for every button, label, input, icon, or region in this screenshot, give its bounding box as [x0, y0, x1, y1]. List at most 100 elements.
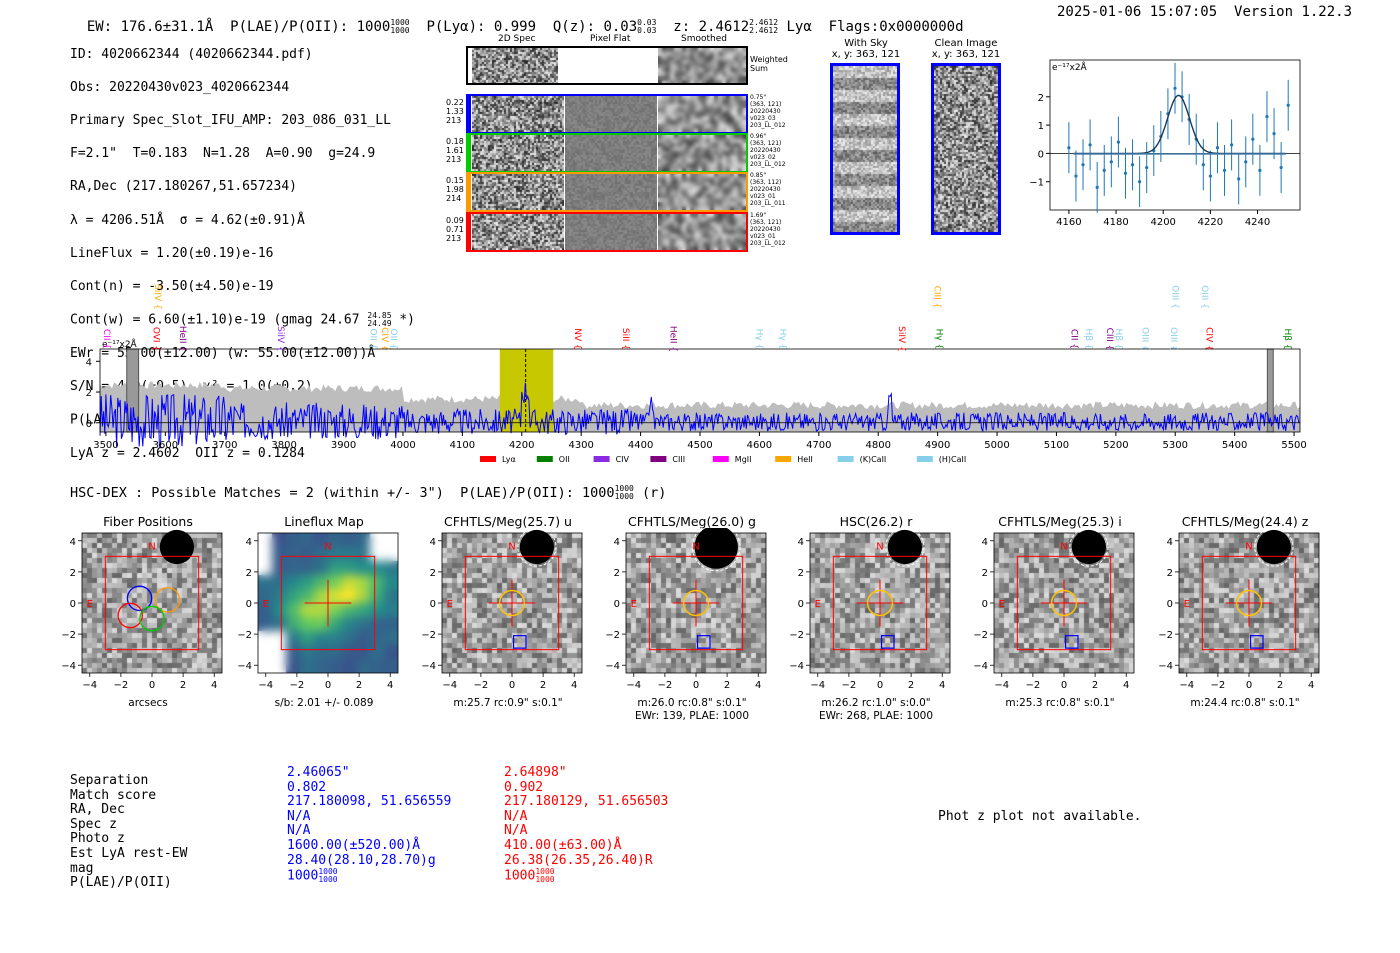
legend-label: CIII	[672, 455, 685, 464]
star-mask-circle	[1254, 528, 1294, 567]
legend-label: CIV	[616, 455, 630, 464]
data-point	[1251, 137, 1255, 141]
y-tick-label: −1	[1030, 178, 1044, 189]
y-tick-label: −4	[421, 661, 436, 672]
fiber-circle	[117, 602, 144, 629]
x-tick-label: −4	[1179, 680, 1194, 691]
x-tick-label: 4180	[1103, 217, 1128, 228]
header-line-name: Lyα	[786, 19, 812, 35]
cutout-row-left-label: 0.09 0.71 213	[446, 216, 464, 243]
y-tick-label: 0	[614, 599, 620, 610]
weighted-smooth-noise	[658, 48, 746, 83]
emission-line-label: SiIV {	[275, 326, 285, 352]
data-point	[1258, 168, 1262, 172]
cutout-row-left-label: 0.18 1.61 213	[446, 137, 464, 164]
x-tick-label: 4220	[1198, 217, 1223, 228]
table-label: Est LyA rest-EW	[70, 845, 188, 861]
table-label: Spec z	[70, 816, 117, 832]
y-tick-label: −4	[61, 661, 76, 672]
legend-swatch	[650, 456, 667, 462]
emission-line-label: NV {	[572, 328, 582, 349]
emission-line-label: Hβ {	[1083, 328, 1093, 349]
emission-line-label: CII {	[101, 329, 111, 349]
col-2d-spec: 2D Spec	[498, 34, 536, 44]
data-point	[1081, 163, 1085, 167]
table-cell: N/A	[287, 808, 311, 824]
emission-line-label: CIV {	[1204, 327, 1214, 351]
emission-line-label: Hγ {	[753, 329, 763, 350]
panel-image-6: N E −4 −4 −2 −2 0 0 2 2 4 4	[973, 528, 1135, 691]
data-point	[1230, 143, 1234, 147]
star-mask-circle	[885, 528, 925, 567]
y-tick-label: 0	[1167, 599, 1173, 610]
x-tick-label: 3600	[153, 440, 178, 451]
panel-image-4: N E −4 −4 −2 −2 0 0 2 2 4 4	[605, 528, 767, 691]
data-point	[1237, 177, 1241, 181]
y-tick-label: 2	[1167, 568, 1173, 579]
emission-line-label: OIII {	[1168, 327, 1178, 351]
legend-label: (H)CaII	[939, 455, 966, 464]
bright-star	[159, 529, 194, 565]
cutout-row-1-panel-2	[565, 96, 657, 132]
x-tick-label: −2	[474, 680, 489, 691]
clean-title: Clean Image	[934, 38, 998, 49]
y-tick-label: −4	[789, 661, 804, 672]
panel-title: CFHTLS/Meg(26.0) g	[628, 514, 756, 529]
x-tick-label: −2	[842, 680, 857, 691]
data-point	[1102, 168, 1106, 172]
x-tick-label: −4	[82, 680, 97, 691]
table-cell: 0.902	[504, 779, 544, 795]
legend-label: OII	[559, 455, 570, 464]
data-point	[1116, 140, 1120, 144]
x-tick-label: 0	[877, 680, 883, 691]
table-label: P(LAE)/P(OII)	[70, 875, 172, 891]
header-line: EW: 176.6±31.1Å P(LAE)/P(OII): 10001000 1…	[70, 3, 964, 36]
panel-caption: m:26.0 rc:0.8" s:0.1"	[637, 697, 747, 709]
counterpart-box	[880, 635, 895, 649]
x-tick-label: 0	[325, 680, 331, 691]
y-axis-label: e⁻¹⁷x2Å	[102, 338, 138, 350]
east-label: E	[1184, 599, 1190, 610]
cutout-row-3	[466, 172, 748, 212]
info-id: ID: 4020662344 (4020662344.pdf)	[70, 46, 313, 62]
data-point	[1244, 160, 1248, 164]
data-point	[1279, 165, 1283, 170]
clean-image	[931, 63, 1001, 235]
legend-swatch	[916, 456, 933, 462]
y-tick-label: 2	[70, 568, 76, 579]
emission-line-label: SiII {	[620, 328, 630, 350]
x-tick-label: 4240	[1245, 217, 1270, 228]
with-sky-noise	[833, 66, 897, 232]
panel-title: HSC(26.2) r	[839, 514, 913, 529]
east-label: E	[999, 599, 1005, 610]
x-tick-label: 4700	[806, 440, 831, 451]
y-tick-label: 0	[798, 599, 804, 610]
x-tick-label: 4	[1308, 680, 1314, 691]
x-tick-label: 4900	[925, 440, 950, 451]
table-label: RA, Dec	[70, 802, 125, 818]
zoom-line-fit-chart: e⁻¹⁷x2Å 4160 4180 4200 4220 4240 −1 0 1 2	[1030, 59, 1301, 228]
bright-star	[694, 528, 738, 569]
data-point	[1173, 86, 1177, 90]
aperture-box	[280, 555, 376, 651]
x-tick-label: 4400	[628, 440, 653, 451]
info-radec: RA,Dec (217.180267,51.657234)	[70, 179, 297, 195]
emission-line-label: Hγ {	[777, 329, 787, 350]
table-cell: N/A	[287, 823, 311, 839]
x-tick-label: 4200	[1150, 217, 1175, 228]
cutout-row-1	[466, 94, 748, 134]
x-tick-label: 4	[939, 680, 945, 691]
legend-swatch	[536, 456, 553, 462]
y-axis-label: e⁻¹⁷x2Å	[1052, 61, 1088, 73]
x-tick-label: 0	[693, 680, 699, 691]
x-tick-label: 5000	[984, 440, 1009, 451]
col-smoothed: Smoothed	[681, 34, 727, 44]
east-label: E	[815, 599, 821, 610]
info-contn: Cont(n) = -3.50(±4.50)e-19	[70, 278, 274, 294]
north-label: N	[876, 541, 883, 552]
panel-caption: m:24.4 rc:0.8" s:0.1"	[1190, 697, 1300, 709]
full-spectrum-chart: e⁻¹⁷x2Å 3500 3600 3700 3800 3900 4000 4100 4200 4…	[86, 284, 1307, 464]
table-cell: 410.00(±63.00)Å	[504, 837, 622, 853]
detection-circle	[1235, 589, 1263, 617]
cutout-row-right-label: 0.85" (363, 112) 20220430 v023_01 203_LL…	[750, 172, 786, 207]
